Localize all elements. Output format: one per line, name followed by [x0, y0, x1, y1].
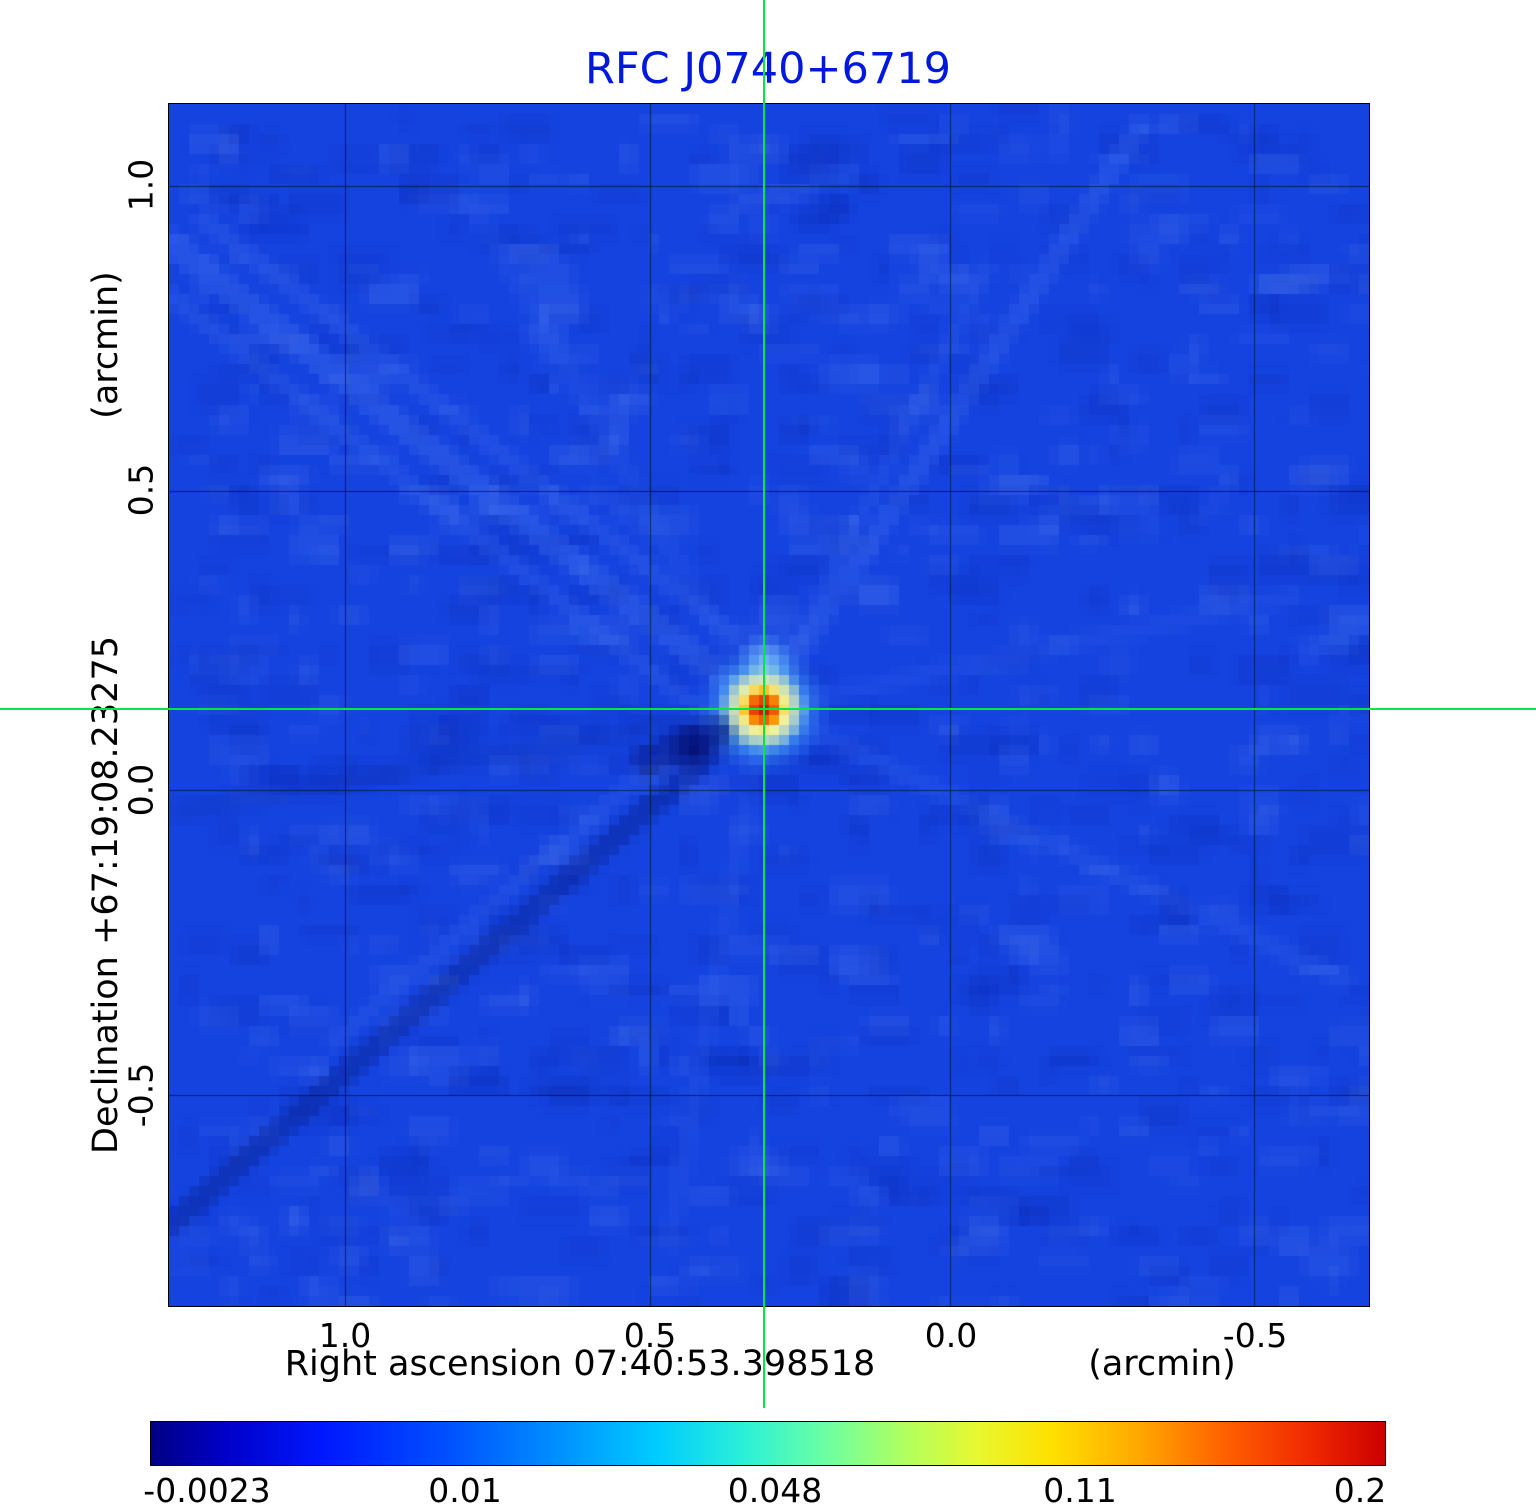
x-axis-unit-label: (arcmin): [1088, 1344, 1236, 1384]
y-tick-label: -0.5: [121, 1062, 161, 1128]
y-tick-label: 1.0: [121, 158, 161, 212]
colorbar-tick-label: -0.0023: [143, 1471, 271, 1510]
y-tick-label: 0.5: [121, 463, 161, 517]
crosshair-horizontal-line: [0, 708, 1536, 710]
heatmap-canvas: [169, 104, 1369, 1306]
x-tick-label: -0.5: [1222, 1316, 1288, 1355]
colorbar-tick-label: 0.048: [727, 1471, 823, 1510]
x-tick-label: 0.5: [623, 1316, 677, 1355]
y-axis-label: Declination +67:19:08.23275: [86, 636, 126, 1154]
y-axis-unit-label: (arcmin): [86, 271, 126, 419]
colorbar: [150, 1421, 1386, 1466]
crosshair-vertical-line: [763, 0, 765, 1408]
x-tick-label: 1.0: [318, 1316, 372, 1355]
colorbar-tick-label: 0.01: [428, 1471, 502, 1510]
colorbar-tick-label: 0.2: [1333, 1471, 1387, 1510]
x-tick-label: 0.0: [924, 1316, 978, 1355]
colorbar-tick-label: 0.11: [1043, 1471, 1117, 1510]
plot-title: RFC J0740+6719: [585, 44, 951, 94]
x-axis-label: Right ascension 07:40:53.398518: [284, 1344, 876, 1384]
y-tick-label: 0.0: [121, 763, 161, 817]
plot-area: [168, 103, 1370, 1307]
